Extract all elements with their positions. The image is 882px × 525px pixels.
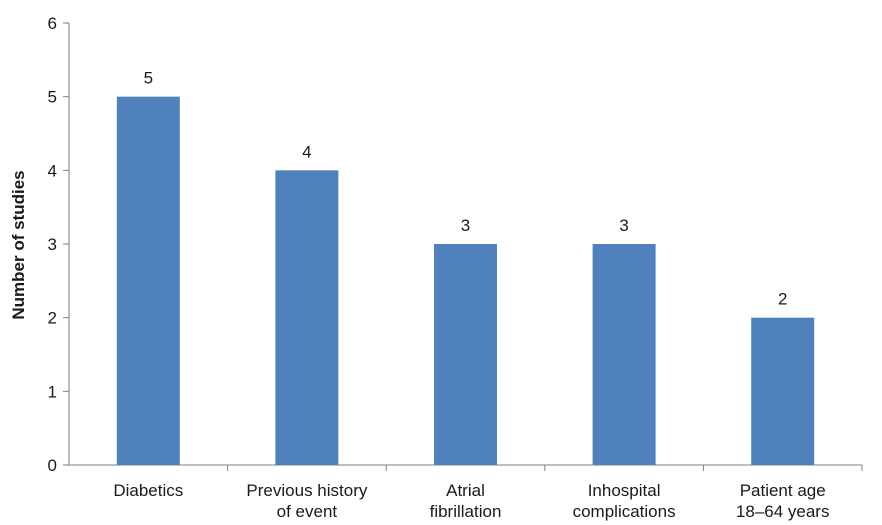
bar — [434, 244, 497, 465]
y-tick-label: 0 — [48, 456, 57, 475]
bar-data-label: 4 — [302, 142, 311, 161]
y-tick-label: 3 — [48, 235, 57, 254]
category-label: Atrial fibrillation — [430, 481, 502, 521]
category-label: Previous history of event — [246, 481, 367, 521]
bars — [116, 96, 815, 466]
bar-data-label: 2 — [778, 290, 787, 309]
data-labels: 5 4 3 3 2 — [144, 69, 788, 309]
y-axis-title-group: Number of studies — [9, 170, 28, 319]
y-tick-label: 1 — [48, 382, 57, 401]
bar-data-label: 3 — [461, 216, 470, 235]
bar — [592, 244, 656, 465]
y-axis: 0 1 2 3 4 5 6 — [48, 14, 70, 475]
bar — [116, 96, 180, 466]
bar-data-label: 3 — [619, 216, 628, 235]
y-tick-label: 4 — [48, 161, 57, 180]
category-labels: Diabetics Previous history of event Atrial f… — [113, 481, 829, 521]
category-label: Inhospital complications — [573, 481, 676, 521]
y-tick-label: 2 — [48, 309, 57, 328]
y-axis-title: Number of studies — [9, 170, 28, 319]
category-label: Patient age 18–64 years — [736, 481, 830, 521]
bar — [751, 317, 815, 465]
bar-data-label: 5 — [144, 69, 153, 88]
y-tick-label: 6 — [48, 14, 57, 33]
y-tick-label: 5 — [48, 88, 57, 107]
bar — [275, 170, 339, 466]
x-axis — [69, 464, 863, 471]
category-label: Diabetics — [113, 481, 183, 500]
